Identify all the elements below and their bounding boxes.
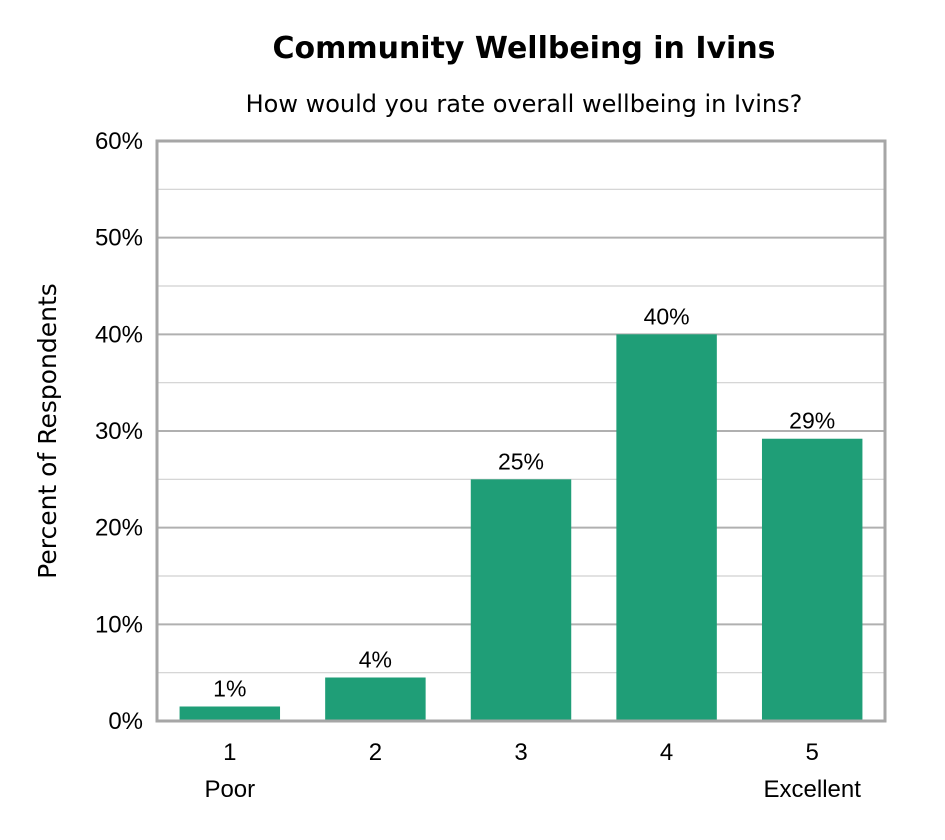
chart-subtitle: How would you rate overall wellbeing in …: [246, 90, 803, 118]
y-axis-ticks: 0% 10% 20% 30% 40% 50% 60%: [95, 128, 143, 735]
y-tick-label: 10%: [95, 611, 143, 638]
y-tick-label: 30%: [95, 418, 143, 445]
x-tick-label: 1: [223, 739, 236, 766]
bar: [325, 677, 426, 721]
y-tick-label: 0%: [108, 708, 143, 735]
bar: [616, 334, 717, 721]
bar: [470, 479, 572, 721]
data-label: 25%: [498, 448, 544, 474]
bar: [179, 706, 281, 721]
y-tick-label: 20%: [95, 515, 143, 542]
x-tick-sublabel: Poor: [204, 776, 255, 803]
data-labels: 1% 4% 25% 40% 29%: [213, 303, 835, 701]
bars: [179, 334, 863, 721]
data-label: 1%: [213, 676, 246, 702]
x-tick-label: 3: [514, 739, 527, 766]
y-tick-label: 50%: [95, 225, 143, 252]
y-axis-label: Percent of Respondents: [33, 283, 62, 579]
x-tick-label: 2: [369, 739, 382, 766]
y-tick-label: 60%: [95, 128, 143, 155]
y-tick-label: 40%: [95, 321, 143, 348]
bar: [761, 438, 863, 721]
data-label: 4%: [359, 647, 392, 673]
x-tick-label: 5: [806, 739, 819, 766]
x-tick-sublabel: Excellent: [764, 776, 862, 803]
data-label: 29%: [789, 408, 835, 434]
data-label: 40%: [644, 303, 690, 329]
plot-area-border: [155, 139, 887, 723]
x-tick-label: 4: [660, 739, 673, 766]
chart-title: Community Wellbeing in Ivins: [272, 31, 775, 66]
x-axis-ticks: 1 Poor 2 3 4 5 Excellent: [204, 739, 861, 803]
